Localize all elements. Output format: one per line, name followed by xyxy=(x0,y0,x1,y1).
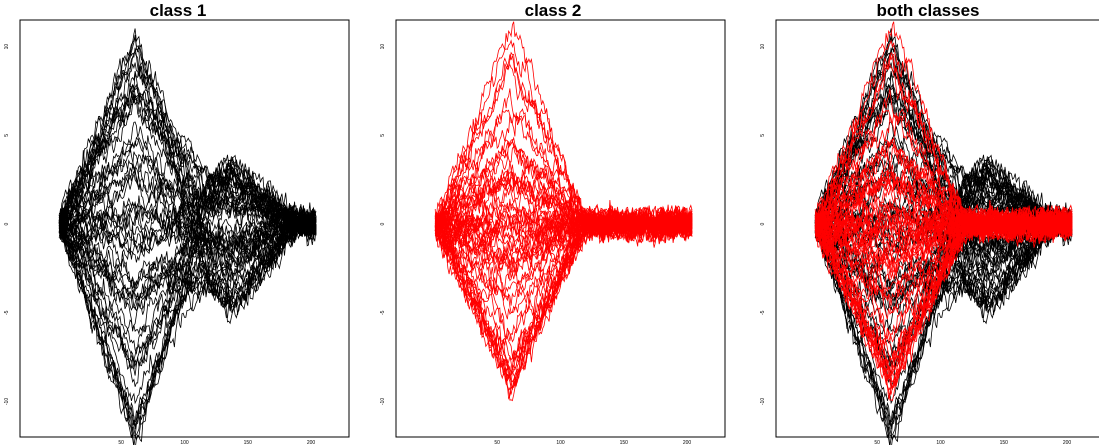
x-tick-label: 100 xyxy=(556,440,565,445)
x-tick-label: 50 xyxy=(494,440,500,445)
series-line xyxy=(58,157,317,387)
plot-frame xyxy=(19,19,350,438)
series-line xyxy=(58,209,317,319)
panel-both-classes: both classes 50 100 150 200 -10 -5 0 5 10 xyxy=(760,1,1099,445)
series-line xyxy=(58,83,317,235)
series-line xyxy=(434,171,693,244)
x-tick-label: 200 xyxy=(683,440,692,445)
series-line xyxy=(814,37,1073,227)
x-tick-label: 200 xyxy=(307,440,316,445)
series-line xyxy=(58,169,317,430)
series-line xyxy=(58,136,317,304)
series-line xyxy=(58,216,317,336)
series-line xyxy=(58,206,317,309)
panel-title: both classes xyxy=(877,1,980,20)
series-line xyxy=(434,160,693,240)
y-tick-label: -10 xyxy=(380,398,386,405)
x-tick-label: 100 xyxy=(936,440,945,445)
y-tick-label: 5 xyxy=(4,134,10,137)
y-tick-label: -5 xyxy=(4,310,10,315)
y-tick-label: -10 xyxy=(4,398,10,405)
series-line xyxy=(815,113,1073,242)
series-line xyxy=(58,146,317,269)
series-line xyxy=(814,212,1073,279)
series-line xyxy=(814,160,1073,240)
series-line xyxy=(58,208,317,325)
y-tick-label: 0 xyxy=(760,222,766,225)
y-tick-label: 10 xyxy=(760,44,766,50)
y-tick-label: 0 xyxy=(380,222,386,225)
series-line xyxy=(814,83,1073,235)
series-line xyxy=(814,208,1073,400)
x-tick-label: 150 xyxy=(244,440,253,445)
series-layer xyxy=(58,28,317,445)
x-tick-label: 50 xyxy=(874,440,880,445)
x-tick-label: 200 xyxy=(1063,440,1072,445)
series-line xyxy=(814,209,1073,319)
series-line xyxy=(814,208,1073,325)
series-layer xyxy=(434,21,693,402)
x-tick-label: 150 xyxy=(620,440,629,445)
y-tick-label: 5 xyxy=(380,134,386,137)
ticks-layer: 50 100 150 200 -10 -5 0 5 10 xyxy=(380,44,691,445)
series-line xyxy=(814,171,1073,244)
series-line xyxy=(435,141,693,238)
series-line xyxy=(59,165,317,268)
series-line xyxy=(58,83,317,285)
x-tick-label: 50 xyxy=(118,440,124,445)
series-line xyxy=(434,208,693,400)
y-tick-label: 10 xyxy=(4,44,10,50)
series-line xyxy=(58,191,317,256)
series-line xyxy=(435,113,693,242)
series-line xyxy=(815,141,1073,238)
plot-frame xyxy=(775,19,1099,438)
y-tick-label: 0 xyxy=(4,222,10,225)
panel-title: class 1 xyxy=(150,1,207,20)
series-line xyxy=(58,184,317,241)
series-line xyxy=(434,212,693,279)
y-tick-label: -10 xyxy=(760,398,766,405)
y-tick-label: -5 xyxy=(380,310,386,315)
x-tick-label: 100 xyxy=(180,440,189,445)
y-tick-label: 5 xyxy=(760,134,766,137)
panel-class-2: class 2 50 100 150 200 -10 -5 0 5 10 xyxy=(380,1,726,445)
plot-frame xyxy=(395,19,726,438)
series-line xyxy=(58,37,317,227)
y-tick-label: -5 xyxy=(760,310,766,315)
ticks-layer: 50 100 150 200 -10 -5 0 5 10 xyxy=(4,44,315,445)
panel-class-1: class 1 50 100 150 200 -10 -5 0 5 10 xyxy=(4,1,350,445)
ticks-layer: 50 100 150 200 -10 -5 0 5 10 xyxy=(760,44,1071,445)
x-tick-label: 150 xyxy=(1000,440,1009,445)
series-line xyxy=(58,202,317,271)
y-tick-label: 10 xyxy=(380,44,386,50)
series-line xyxy=(58,167,317,445)
series-layer xyxy=(814,21,1073,445)
panel-title: class 2 xyxy=(525,1,582,20)
